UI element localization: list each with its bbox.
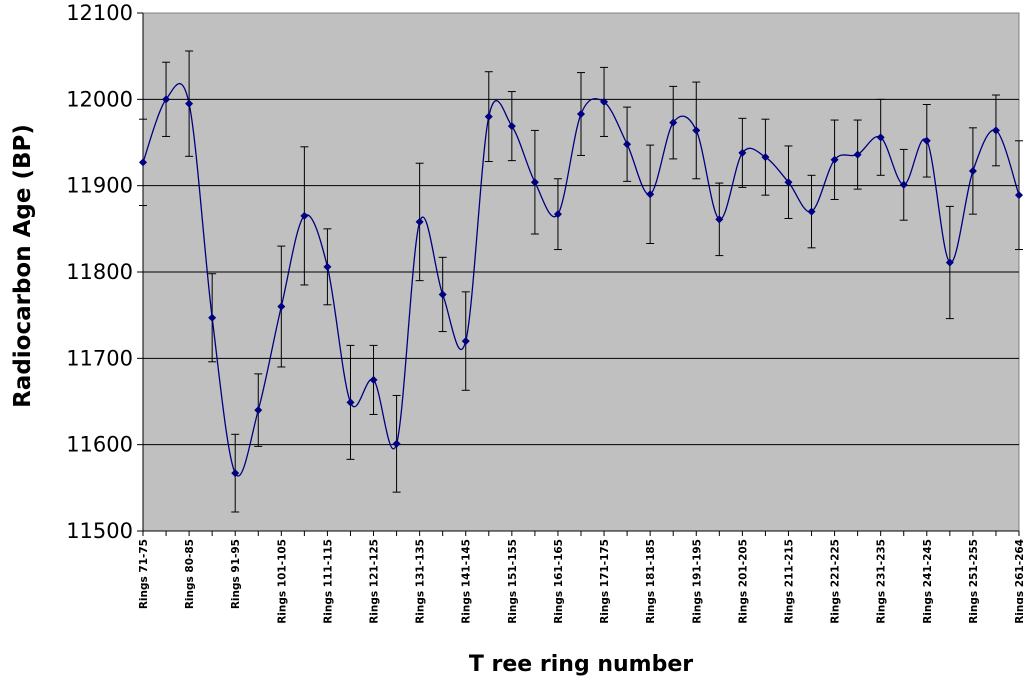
x-tick-label: Rings 151-155 bbox=[507, 539, 519, 624]
x-tick-label: Rings 231-235 bbox=[876, 539, 888, 624]
data-point bbox=[323, 262, 332, 271]
data-point bbox=[254, 406, 263, 415]
x-tick-label: Rings 80-85 bbox=[184, 539, 196, 609]
data-point bbox=[139, 158, 147, 167]
y-tick-label: 11700 bbox=[66, 346, 133, 370]
data-point bbox=[807, 207, 816, 216]
y-tick-label: 12100 bbox=[66, 1, 133, 25]
x-tick-label: Rings 121-125 bbox=[369, 539, 381, 624]
data-point bbox=[853, 150, 862, 159]
data-point bbox=[553, 210, 562, 219]
x-tick-label: Rings 191-195 bbox=[691, 539, 703, 624]
data-point bbox=[830, 155, 839, 164]
x-tick-label: Rings 251-255 bbox=[968, 539, 980, 624]
data-point bbox=[761, 153, 770, 162]
data-markers bbox=[139, 95, 1023, 478]
data-point bbox=[784, 178, 793, 187]
data-point bbox=[577, 110, 585, 119]
x-tick-label: Rings 71-75 bbox=[138, 539, 150, 609]
x-tick-label: Rings 261-264 bbox=[1014, 539, 1023, 624]
data-point bbox=[623, 140, 632, 149]
data-point bbox=[692, 126, 701, 135]
data-point bbox=[669, 118, 678, 127]
x-tick-label: Rings 201-205 bbox=[737, 539, 749, 624]
x-tick-label: Rings 91-95 bbox=[230, 539, 242, 609]
y-tick-label: 11500 bbox=[66, 519, 133, 543]
x-tick-label: Rings 181-185 bbox=[645, 539, 657, 624]
x-tick-label: Rings 131-135 bbox=[415, 539, 427, 624]
x-tick-label: Rings 171-175 bbox=[599, 539, 611, 624]
data-point bbox=[300, 211, 309, 220]
data-point bbox=[415, 217, 424, 226]
x-tick-label: Rings 221-225 bbox=[830, 539, 842, 624]
data-point bbox=[369, 375, 378, 384]
data-point bbox=[968, 166, 977, 175]
y-tick-label: 11600 bbox=[66, 433, 133, 457]
x-tick-label: Rings 111-115 bbox=[322, 539, 334, 624]
data-point bbox=[277, 302, 286, 311]
series-line bbox=[142, 82, 1020, 477]
data-point bbox=[876, 133, 885, 142]
data-point bbox=[185, 99, 194, 108]
data-point bbox=[346, 398, 355, 407]
data-point bbox=[392, 439, 401, 448]
data-point bbox=[899, 180, 908, 189]
x-tick-label: Rings 241-245 bbox=[922, 539, 934, 624]
data-point bbox=[530, 178, 539, 187]
data-point bbox=[507, 122, 516, 131]
data-point bbox=[438, 290, 447, 299]
x-tick-label: Rings 101-105 bbox=[276, 539, 288, 624]
y-tick-label: 11900 bbox=[66, 174, 133, 198]
data-point bbox=[1015, 191, 1023, 200]
x-tick-label: Rings 211-215 bbox=[783, 539, 795, 624]
x-axis: Rings 71-75 Rings 80-85 Rings 91-95 Rings 1… bbox=[138, 530, 1023, 624]
data-point bbox=[738, 148, 747, 157]
data-point bbox=[461, 337, 470, 346]
y-axis-title: Radiocarbon Age (BP) bbox=[10, 124, 36, 408]
data-point bbox=[991, 126, 1000, 135]
data-point bbox=[945, 258, 954, 267]
data-point bbox=[208, 313, 217, 322]
data-point bbox=[715, 215, 724, 224]
y-axis: 11500 11600 11700 11800 11900 12000 12100 bbox=[66, 1, 144, 543]
data-point bbox=[646, 190, 655, 199]
data-point bbox=[600, 97, 609, 106]
data-point bbox=[231, 469, 240, 478]
x-tick-label: Rings 141-145 bbox=[461, 539, 473, 624]
x-axis-title: T ree ring number bbox=[469, 652, 693, 677]
data-point bbox=[922, 136, 931, 145]
x-tick-label: Rings 161-165 bbox=[553, 539, 565, 624]
y-tick-label: 11800 bbox=[66, 260, 133, 284]
data-point bbox=[484, 112, 493, 121]
data-point bbox=[162, 95, 171, 104]
y-tick-label: 12000 bbox=[66, 87, 133, 111]
